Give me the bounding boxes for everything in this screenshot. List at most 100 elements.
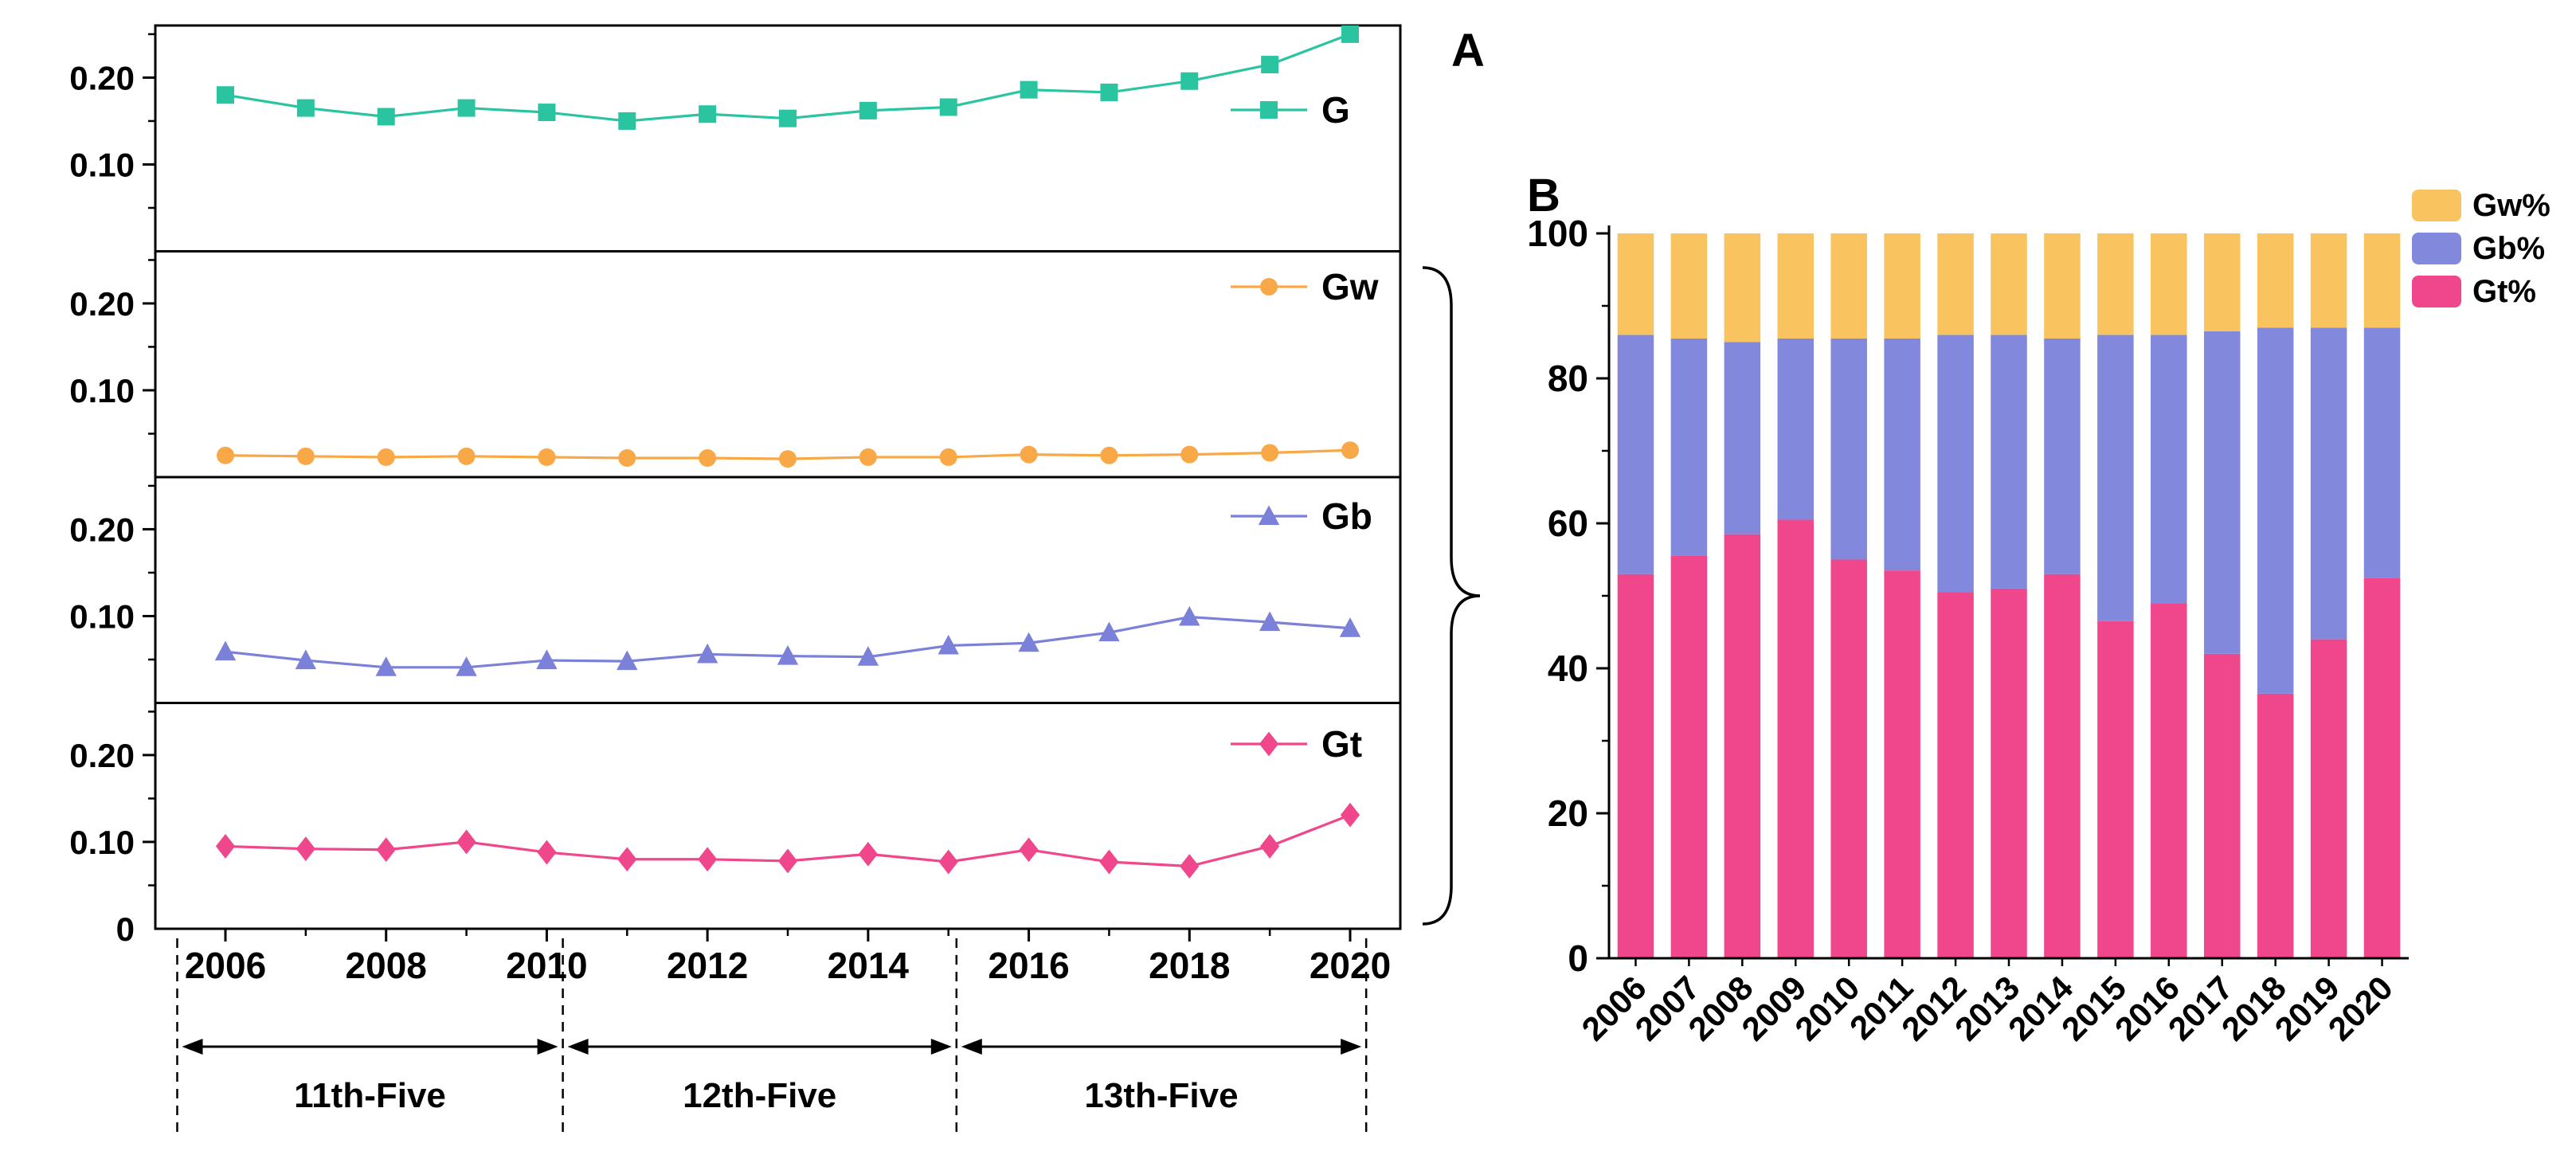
marker-circle	[1180, 445, 1199, 464]
marker-triangle	[617, 650, 638, 671]
series-label-gb: Gb	[1321, 495, 1372, 537]
marker-diamond	[698, 847, 718, 872]
period-arrow-3	[961, 1039, 1362, 1055]
marker-circle	[859, 448, 877, 466]
marker-circle	[457, 447, 476, 465]
marker-triangle	[857, 646, 879, 666]
y-zero-label: 0	[116, 910, 135, 948]
marker-square	[1261, 56, 1279, 74]
period-annotations: 11th-Five 12th-Five 13th-Five	[176, 938, 1368, 1134]
marker-square	[296, 99, 315, 117]
bar-gw-2006	[1617, 233, 1654, 335]
b-y-tick-60: 60	[1548, 503, 1588, 544]
bar-gb-2008	[1724, 342, 1761, 534]
marker-triangle	[777, 644, 799, 665]
marker-square	[1180, 72, 1199, 90]
brace	[1422, 266, 1481, 926]
marker-square	[939, 98, 957, 116]
bar-gb-2018	[2257, 327, 2294, 694]
gb-markers	[214, 605, 1361, 676]
subplot-gw: 0.10 0.20 Gw	[69, 250, 1402, 479]
legend-swatch-gb	[2412, 233, 2461, 264]
marker-diamond	[537, 840, 557, 865]
marker-square	[618, 112, 636, 130]
marker-circle	[217, 446, 234, 464]
marker-diamond	[858, 841, 878, 867]
y-tick-label: 0.20	[69, 285, 135, 323]
gt-markers	[215, 802, 1360, 879]
bar-gt-2019	[2310, 639, 2347, 958]
panel-b-legend: Gw% Gb% Gt%	[2412, 190, 2551, 307]
marker-square	[779, 109, 797, 127]
marker-square	[699, 105, 717, 123]
marker-circle	[1020, 445, 1038, 464]
marker-triangle	[456, 656, 477, 676]
marker-triangle	[536, 649, 558, 670]
marker-square	[1020, 80, 1038, 99]
bar-gb-2012	[1937, 335, 1974, 593]
bar-gb-2009	[1777, 338, 1815, 520]
marker-circle	[939, 448, 957, 466]
gw-markers	[217, 441, 1359, 468]
period-label-1: 11th-Five	[294, 1076, 446, 1115]
marker-square	[217, 86, 234, 104]
legend-row-gw: Gw%	[2412, 190, 2551, 221]
marker-diamond	[1180, 854, 1200, 879]
marker-diamond	[1019, 837, 1039, 863]
x-tick-label-2020: 2020	[1310, 945, 1391, 986]
marker-diamond	[215, 834, 236, 859]
marker-circle	[779, 450, 797, 468]
panel-a-label: A	[1451, 25, 1485, 76]
marker-circle	[538, 448, 556, 466]
bar-gw-2012	[1937, 233, 1974, 335]
marker-diamond	[617, 847, 637, 872]
legend-label-gt: Gt%	[2472, 274, 2536, 309]
series-label-gt: Gt	[1321, 723, 1362, 765]
y-tick-label: 0.10	[69, 146, 135, 183]
marker-triangle	[1179, 605, 1200, 626]
legend-row-gb: Gb%	[2412, 233, 2551, 264]
period-arrow-1	[182, 1039, 558, 1055]
marker-diamond	[296, 836, 315, 862]
marker-square	[538, 104, 556, 122]
bar-gw-2008	[1724, 233, 1761, 343]
bar-gt-2010	[1830, 559, 1867, 958]
marker-diamond	[456, 829, 476, 855]
marker-circle	[1341, 441, 1359, 460]
bar-gt-2015	[2097, 621, 2134, 958]
marker-diamond	[1099, 849, 1119, 875]
period-label-3: 13th-Five	[1084, 1076, 1238, 1115]
marker-circle	[699, 449, 717, 468]
bar-gt-2018	[2257, 693, 2294, 958]
marker-circle	[377, 448, 395, 466]
period-arrow-2	[567, 1039, 952, 1055]
marker-diamond	[376, 837, 396, 863]
marker-square	[377, 108, 395, 126]
bar-gt-2017	[2203, 653, 2241, 958]
bar-gw-2020	[2363, 233, 2401, 328]
bar-gb-2020	[2363, 327, 2401, 578]
marker-triangle	[696, 643, 718, 664]
bar-gb-2017	[2203, 331, 2241, 654]
gt-legend: Gt	[1231, 723, 1362, 765]
marker-square	[457, 99, 476, 117]
bar-gb-2019	[2310, 327, 2347, 640]
subplot-frame	[154, 250, 1402, 479]
y-tick-label: 0.20	[69, 511, 135, 548]
bar-gt-2016	[2151, 603, 2187, 958]
bar-gb-2016	[2151, 335, 2187, 604]
subplot-frame	[154, 702, 1402, 930]
marker-square	[859, 101, 877, 119]
bar-gt-2013	[1991, 588, 2027, 958]
marker-triangle	[214, 640, 237, 661]
bar-gt-2008	[1724, 534, 1761, 958]
bar-gt-2011	[1884, 570, 1920, 958]
bar-gw-2015	[2097, 233, 2134, 335]
bar-gw-2016	[2151, 233, 2187, 335]
x-tick-label-2008: 2008	[346, 945, 427, 986]
b-y-tick-40: 40	[1548, 648, 1588, 689]
marker-triangle	[295, 649, 317, 670]
bar-gt-2007	[1670, 555, 1708, 958]
b-y-tick-20: 20	[1548, 793, 1588, 834]
bar-gb-2013	[1991, 335, 2027, 589]
